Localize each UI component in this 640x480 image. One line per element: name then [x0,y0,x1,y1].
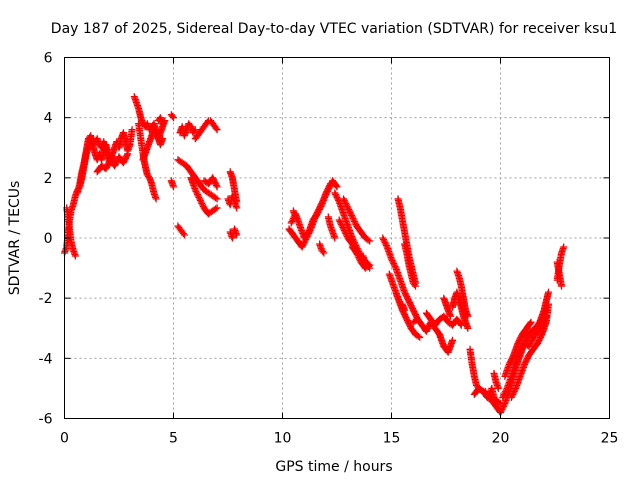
y-tick-label: 0 [44,231,53,247]
x-tick-label: 10 [274,431,292,447]
y-tick-label: 4 [44,111,53,127]
data-points [174,222,188,239]
data-points [289,207,302,224]
x-tick-label: 0 [60,431,69,447]
data-points [191,117,221,143]
data-points [226,225,241,242]
data-points [501,318,535,380]
data-points [490,369,502,392]
data-points [154,114,167,128]
grid [64,57,610,419]
data-points [93,150,132,176]
x-axis-label: GPS time / hours [275,459,392,475]
data-points [63,204,79,260]
data-points [174,156,221,203]
data-points [167,177,177,191]
x-tick-label: 15 [383,431,401,447]
data-points [553,258,565,290]
data-series-sdtvar [61,93,568,416]
data-points [340,195,374,245]
data-points [401,240,419,290]
data-points [224,192,241,212]
x-tick-label: 25 [601,431,619,447]
y-tick-label: -2 [39,291,53,307]
y-axis-label: SDTVAR / TECUs [7,181,23,296]
data-points [359,252,374,272]
data-points [422,309,465,329]
data-points [481,384,500,404]
data-points [167,111,177,122]
data-points [316,240,328,257]
data-points [379,234,422,323]
data-points [398,300,409,314]
x-tick-label: 20 [492,431,510,447]
data-points [453,267,472,320]
data-points [200,174,221,191]
axis-ticks: 0 5 10 15 20 25 -6 -4 -2 0 2 4 6 [39,51,619,447]
x-tick-label: 5 [169,431,178,447]
y-tick-label: -4 [39,351,53,367]
data-points [449,288,472,332]
y-tick-label: 6 [44,51,53,67]
y-tick-label: -6 [39,412,53,428]
data-points [324,213,339,242]
data-points [176,120,199,140]
y-tick-label: 2 [44,171,53,187]
chart-title: Day 187 of 2025, Sidereal Day-to-day VTE… [51,21,617,37]
data-points [507,300,552,401]
data-points [187,174,221,218]
data-points [440,294,454,320]
